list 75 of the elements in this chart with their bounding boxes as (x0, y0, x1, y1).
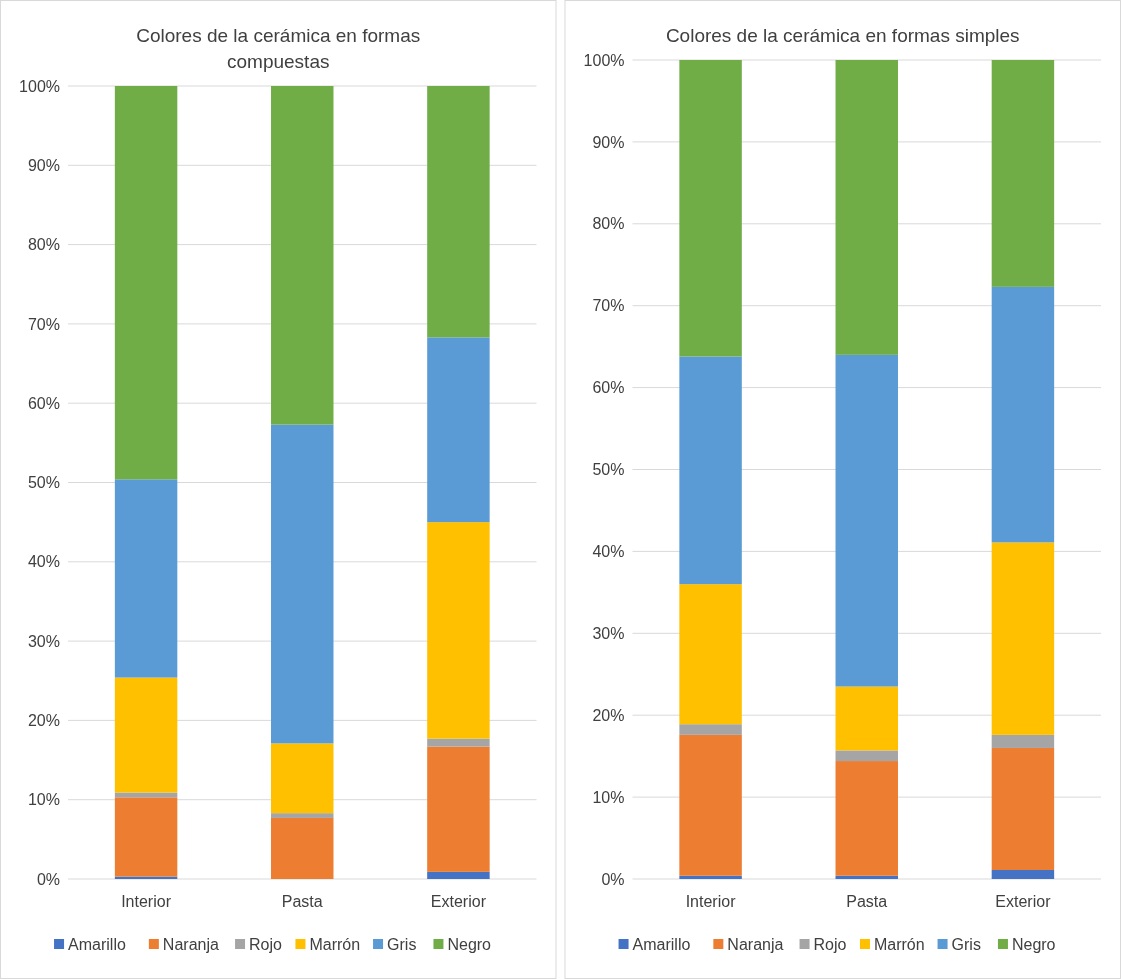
bar (114, 677, 178, 793)
y-tick-label: 70% (27, 315, 60, 333)
y-tick-label: 100% (19, 77, 60, 95)
y-tick-label: 80% (27, 236, 60, 254)
y-tick-label: 60% (27, 394, 60, 412)
bar (835, 875, 898, 879)
legend-label: Naranja (727, 935, 784, 953)
bar (679, 356, 742, 585)
bar (271, 424, 334, 744)
bar (835, 60, 898, 355)
y-tick-label: 10% (592, 788, 625, 806)
y-tick-label: 10% (27, 791, 60, 809)
y-tick-label: 80% (592, 215, 625, 233)
bar (991, 747, 1055, 870)
bar (271, 817, 334, 879)
y-tick-label: 20% (27, 712, 60, 729)
x-tick-label: Interior (685, 893, 737, 910)
legend-label: Rojo (813, 935, 847, 953)
y-tick-label: 40% (27, 553, 60, 571)
x-tick-label: Pasta (846, 893, 888, 910)
y-tick-label: 50% (592, 461, 625, 479)
legend-label: Rojo (249, 935, 283, 953)
y-tick-label: 70% (592, 297, 625, 315)
legend-label: Gris (951, 935, 981, 953)
bar (679, 724, 742, 735)
legend-label: Negro (447, 935, 492, 953)
bar (679, 875, 742, 879)
y-tick-label: 40% (592, 543, 625, 560)
bar (835, 354, 898, 687)
legend-label: Amarillo (68, 935, 126, 953)
bar (427, 86, 490, 338)
legend-label: Gris (387, 935, 417, 953)
bar (679, 584, 742, 725)
y-tick-label: 30% (592, 624, 625, 642)
bar (991, 734, 1055, 748)
bar (835, 761, 898, 876)
y-tick-label: 90% (27, 156, 60, 174)
bar (991, 869, 1055, 879)
legend-label: Naranja (162, 935, 219, 953)
y-tick-label: 50% (27, 474, 60, 492)
bar (114, 86, 178, 480)
y-tick-label: 100% (583, 51, 625, 69)
x-tick-label: Pasta (281, 893, 323, 910)
x-tick-label: Interior (121, 893, 172, 910)
bar (991, 286, 1055, 543)
legend-label: Amarillo (632, 935, 691, 953)
bar (991, 542, 1055, 735)
bar (835, 750, 898, 762)
x-tick-label: Exterior (430, 893, 487, 910)
bar (114, 797, 178, 877)
legend-label: Marrón (873, 935, 925, 953)
bar (271, 86, 334, 425)
bar (427, 871, 490, 879)
y-tick-label: 60% (592, 379, 625, 397)
bar (427, 337, 490, 523)
legend-label: Marrón (309, 935, 361, 953)
y-tick-label: 0% (36, 870, 60, 888)
bar (427, 522, 490, 739)
y-tick-label: 30% (27, 632, 60, 650)
bar (427, 738, 490, 747)
bar (991, 60, 1055, 287)
bar (679, 734, 742, 876)
chart-title: Colores de la cerámica en formas simples (665, 25, 1020, 46)
bar (427, 746, 490, 872)
y-tick-label: 20% (592, 706, 625, 724)
x-tick-label: Exterior (995, 893, 1052, 910)
bar (271, 813, 334, 818)
chart-title: Colores de la cerámica en formas compuestas (136, 25, 421, 72)
y-tick-label: 90% (592, 133, 625, 151)
bar (271, 743, 334, 814)
bar (679, 60, 742, 357)
bar (114, 479, 178, 678)
bar (835, 686, 898, 751)
y-tick-label: 0% (601, 870, 625, 888)
legend-label: Negro (1011, 935, 1056, 953)
